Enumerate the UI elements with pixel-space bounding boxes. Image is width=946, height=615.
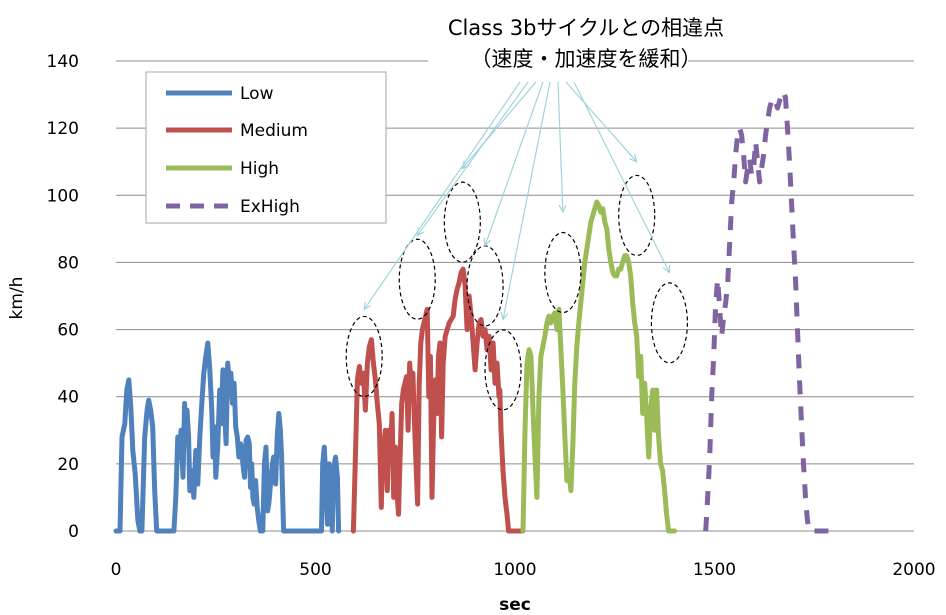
- legend-label-high: High: [240, 159, 279, 179]
- y-tick-80: 80: [57, 253, 79, 273]
- x-tick-500: 500: [299, 560, 331, 580]
- y-tick-0: 0: [68, 522, 79, 542]
- y-tick-20: 20: [57, 455, 79, 475]
- annotation-arrow-6: [557, 81, 563, 212]
- series-layer: [113, 88, 835, 534]
- title-background: [428, 54, 688, 80]
- annotation-arrows: [364, 81, 669, 320]
- highlight-ellipse-7: [618, 174, 656, 257]
- x-tick-2000: 2000: [892, 560, 935, 580]
- legend-box: [145, 71, 387, 224]
- legend-label-exhigh: ExHigh: [240, 197, 300, 217]
- legend: Low Medium High ExHigh: [145, 71, 387, 224]
- annotation-arrow-8: [573, 81, 669, 273]
- highlight-ellipse-3: [443, 181, 481, 263]
- y-tick-120: 120: [47, 119, 79, 139]
- y-tick-labels: 0 20 40 60 80 100 120 140: [47, 52, 79, 542]
- series-line-exhigh: [703, 88, 835, 534]
- highlight-ellipse-4: [466, 245, 504, 327]
- highlight-ellipse-6: [544, 231, 582, 314]
- annotation-arrow-2: [417, 81, 529, 236]
- legend-label-low: Low: [240, 84, 274, 104]
- x-tick-1500: 1500: [693, 560, 736, 580]
- y-tick-100: 100: [47, 186, 79, 206]
- x-tick-1000: 1000: [493, 560, 536, 580]
- series-line-low: [113, 340, 342, 534]
- annotation-arrow-1: [364, 81, 521, 309]
- x-axis-label: sec: [499, 595, 531, 615]
- annotation-arrow-3: [462, 81, 537, 168]
- y-tick-40: 40: [57, 388, 79, 408]
- chart-title-line1: Class 3bサイクルとの相違点: [448, 16, 724, 40]
- legend-label-medium: Medium: [240, 121, 308, 141]
- highlight-ellipses: [345, 174, 689, 411]
- x-tick-0: 0: [111, 560, 122, 580]
- series-line-high: [520, 199, 678, 534]
- annotation-arrow-4: [485, 81, 544, 246]
- y-axis-label: km/h: [7, 277, 27, 320]
- chart-title-line2: （速度・加速度を緩和）: [471, 47, 702, 71]
- highlight-ellipse-8: [650, 282, 689, 364]
- highlight-ellipse-1: [345, 315, 383, 398]
- y-tick-60: 60: [57, 321, 79, 341]
- y-tick-140: 140: [47, 52, 79, 72]
- x-tick-labels: 0 500 1000 1500 2000: [111, 560, 936, 580]
- highlight-ellipse-5: [484, 329, 522, 411]
- highlight-ellipse-2: [398, 238, 436, 320]
- annotation-arrow-5: [503, 81, 551, 320]
- series-line-medium: [350, 266, 526, 534]
- annotation-arrow-7: [565, 81, 637, 162]
